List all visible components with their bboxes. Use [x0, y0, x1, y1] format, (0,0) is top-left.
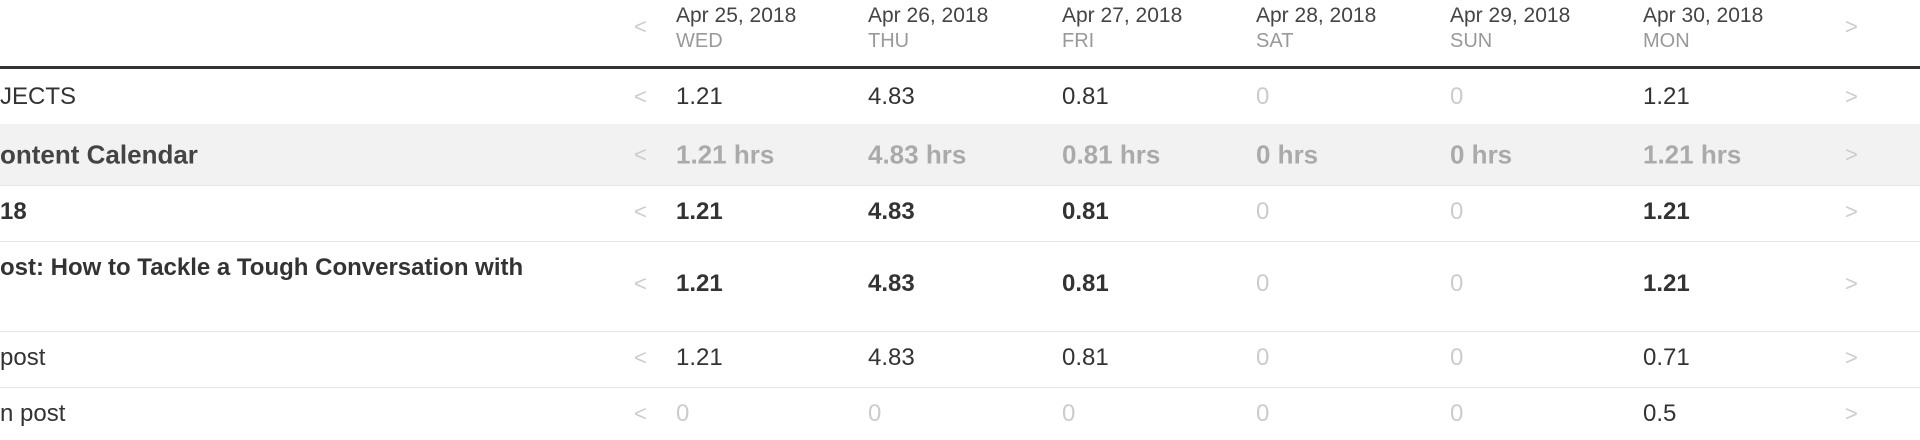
header-rule: [0, 66, 1920, 69]
hours-cell: 4.83: [868, 270, 915, 297]
column-date: Apr 26, 2018: [868, 4, 989, 27]
row-label: 18: [0, 198, 27, 225]
hours-cell: 0 hrs: [1256, 139, 1319, 170]
hours-cell: 0.81: [1062, 83, 1109, 110]
hours-cell: 0: [676, 400, 690, 427]
row-label: ontent Calendar: [0, 139, 198, 170]
row-label: ost: How to Tackle a Tough Conversation …: [0, 254, 524, 281]
row-label: JECTS: [0, 83, 77, 110]
hours-cell: 1.21: [676, 198, 723, 225]
hours-cell: 0: [1450, 344, 1464, 371]
hours-cell: 4.83: [868, 344, 915, 371]
prev-button[interactable]: <: [634, 401, 647, 426]
hours-cell: 4.83: [868, 83, 915, 110]
hours-cell: 0.81: [1062, 198, 1109, 225]
hours-cell: 0: [1256, 400, 1270, 427]
hours-cell: 1.21: [676, 270, 723, 297]
hours-cell: 1.21: [676, 83, 723, 110]
hours-cell: 0: [868, 400, 882, 427]
next-button[interactable]: >: [1845, 142, 1858, 167]
column-date: Apr 25, 2018: [676, 4, 797, 27]
row-separator: [0, 331, 1920, 332]
hours-cell: 1.21: [1643, 270, 1690, 297]
column-day: SUN: [1450, 30, 1493, 52]
next-button[interactable]: >: [1845, 14, 1858, 39]
hours-cell: 0: [1062, 400, 1076, 427]
hours-cell: 0: [1256, 198, 1270, 225]
hours-cell: 0: [1256, 270, 1270, 297]
row-label: n post: [0, 400, 66, 427]
hours-cell: 1.21: [1643, 83, 1690, 110]
hours-cell: 0: [1450, 400, 1464, 427]
prev-button[interactable]: <: [634, 199, 647, 224]
column-day: FRI: [1062, 30, 1095, 52]
prev-button[interactable]: <: [634, 271, 647, 296]
next-button[interactable]: >: [1845, 401, 1858, 426]
hours-cell: 4.83: [868, 198, 915, 225]
hours-cell: 1.21: [1643, 198, 1690, 225]
next-button[interactable]: >: [1845, 84, 1858, 109]
hours-cell: 0.81: [1062, 344, 1109, 371]
row-label: post: [0, 344, 46, 371]
hours-cell: 0: [1256, 83, 1270, 110]
hours-cell: 0: [1450, 83, 1464, 110]
column-date: Apr 27, 2018: [1062, 4, 1183, 27]
hours-cell: 0.81: [1062, 270, 1109, 297]
hours-cell: 1.21 hrs: [676, 139, 775, 170]
hours-cell: 0: [1256, 344, 1270, 371]
row-separator: [0, 185, 1920, 186]
prev-button[interactable]: <: [634, 84, 647, 109]
column-date: Apr 28, 2018: [1256, 4, 1377, 27]
prev-button[interactable]: <: [634, 142, 647, 167]
prev-button[interactable]: <: [634, 14, 647, 39]
hours-cell: 1.21 hrs: [1643, 139, 1742, 170]
hours-cell: 1.21: [676, 344, 723, 371]
next-button[interactable]: >: [1845, 271, 1858, 296]
column-date: Apr 29, 2018: [1450, 4, 1571, 27]
hours-cell: 0: [1450, 270, 1464, 297]
hours-cell: 4.83 hrs: [868, 139, 967, 170]
hours-cell: 0 hrs: [1450, 139, 1513, 170]
column-day: SAT: [1256, 30, 1294, 52]
column-day: WED: [676, 30, 723, 52]
row-separator: [0, 241, 1920, 242]
row-highlight: [0, 124, 1920, 185]
column-day: THU: [868, 30, 910, 52]
hours-cell: 0.71: [1643, 344, 1690, 371]
prev-button[interactable]: <: [634, 345, 647, 370]
hours-cell: 0: [1450, 198, 1464, 225]
next-button[interactable]: >: [1845, 199, 1858, 224]
hours-cell: 0.81 hrs: [1062, 139, 1161, 170]
next-button[interactable]: >: [1845, 345, 1858, 370]
column-day: MON: [1643, 30, 1690, 52]
column-date: Apr 30, 2018: [1643, 4, 1764, 27]
hours-cell: 0.5: [1643, 400, 1677, 427]
row-separator: [0, 387, 1920, 388]
